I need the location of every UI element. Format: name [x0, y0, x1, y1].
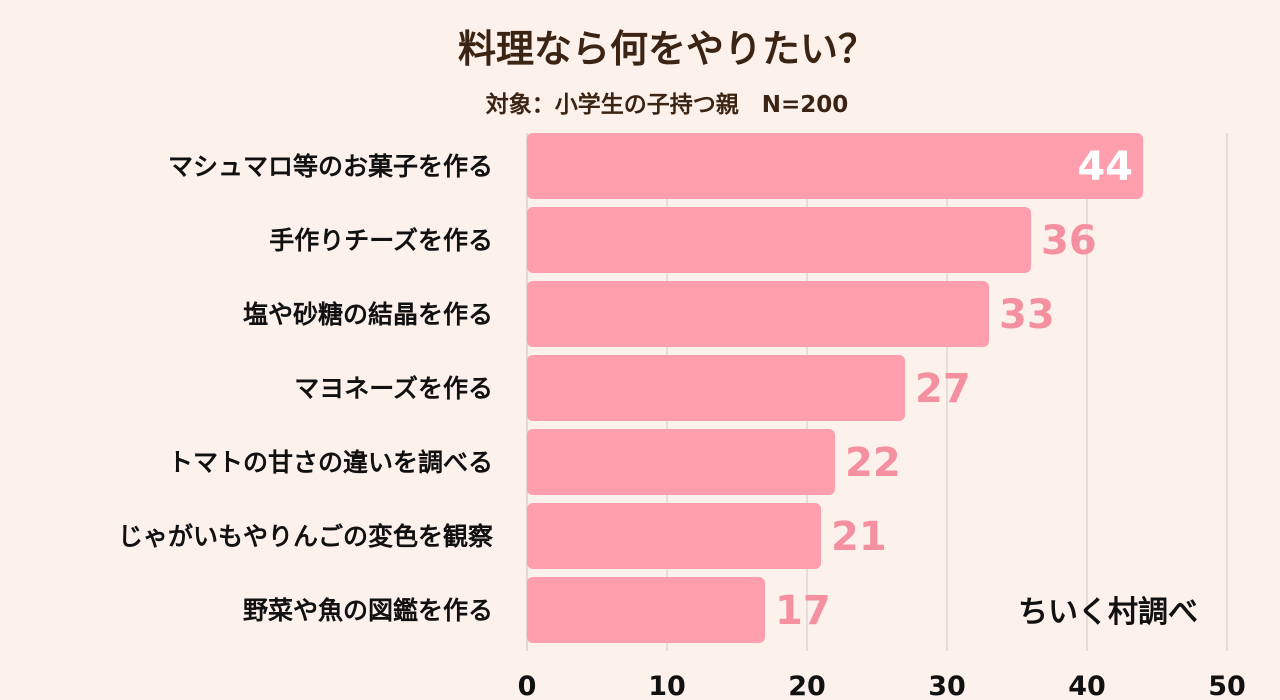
- chart-subtitle: 対象：小学生の子持つ親 N=200: [486, 91, 849, 118]
- category-label: じゃがいもやりんごの変色を観察: [118, 522, 494, 551]
- bar: [527, 503, 821, 569]
- category-label: トマトの甘さの違いを調べる: [168, 448, 493, 477]
- x-tick-label: 10: [648, 671, 686, 700]
- value-label: 21: [831, 514, 887, 560]
- source-credit: ちいく村調べ: [1018, 595, 1198, 630]
- category-label: 塩や砂糖の結晶を作る: [243, 300, 493, 329]
- x-tick-label: 30: [928, 671, 966, 700]
- bar: [527, 207, 1031, 273]
- category-labels: マシュマロ等のお菓子を作る手作りチーズを作る塩や砂糖の結晶を作るマヨネーズを作る…: [118, 152, 494, 625]
- category-label: 手作りチーズを作る: [269, 226, 493, 255]
- bar: [527, 577, 765, 643]
- value-label: 27: [915, 366, 971, 412]
- bar: [527, 133, 1143, 199]
- value-label: 36: [1041, 218, 1097, 264]
- x-tick-label: 0: [518, 671, 537, 700]
- x-tick-label: 40: [1068, 671, 1106, 700]
- value-label: 44: [1077, 144, 1133, 190]
- value-label: 33: [999, 292, 1055, 338]
- category-label: 野菜や魚の図鑑を作る: [243, 596, 493, 625]
- value-label: 17: [775, 588, 831, 634]
- category-label: マヨネーズを作る: [294, 374, 493, 403]
- x-axis-ticks: 0 10 20 30 40 50: [518, 671, 1246, 700]
- x-tick-label: 50: [1208, 671, 1246, 700]
- category-label: マシュマロ等のお菓子を作る: [168, 152, 493, 181]
- value-label: 22: [845, 440, 901, 486]
- chart-title: 料理なら何をやりたい？: [458, 27, 876, 71]
- bars: [527, 133, 1143, 643]
- bar: [527, 355, 905, 421]
- x-tick-label: 20: [788, 671, 826, 700]
- bar: [527, 429, 835, 495]
- bar: [527, 281, 989, 347]
